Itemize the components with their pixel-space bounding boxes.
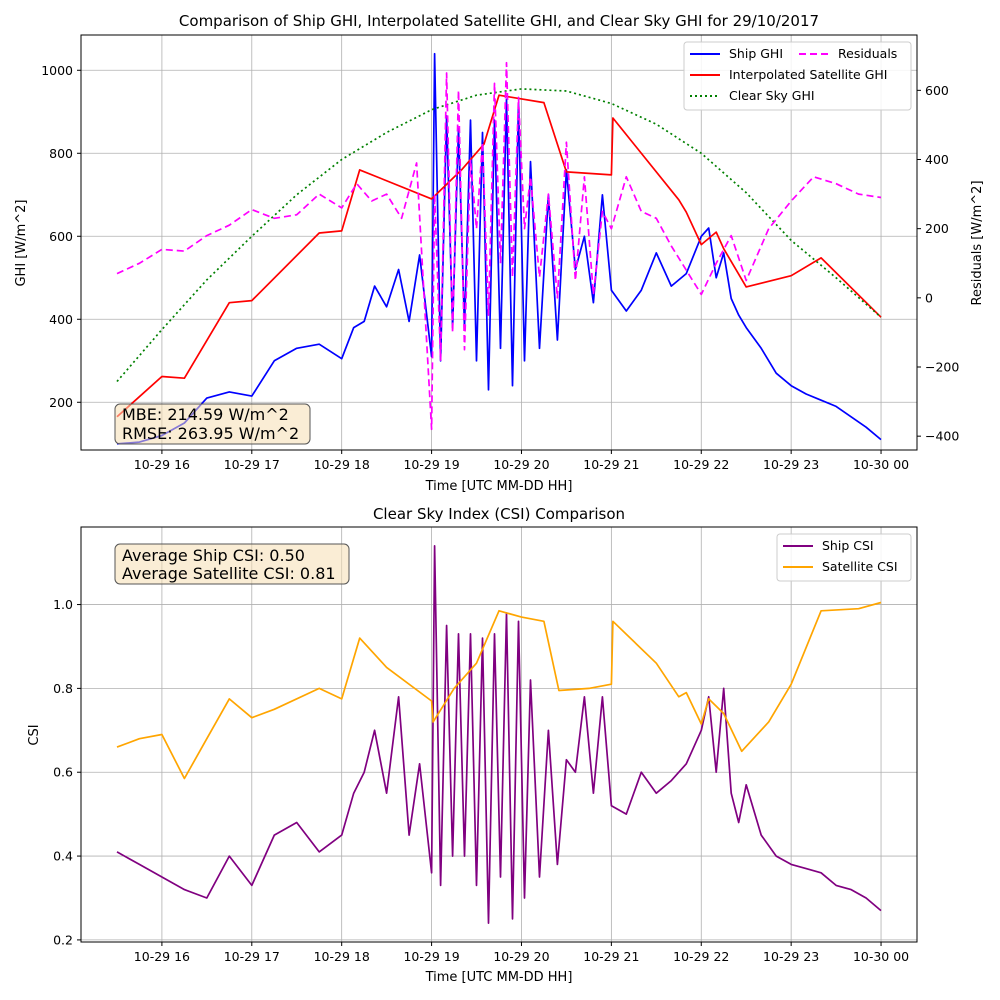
x-tick-label-10-29-22: 10-29 22 — [673, 949, 729, 964]
ghi-x-axis-label: Time [UTC MM-DD HH] — [425, 479, 573, 494]
x-tick-label-10-29-18: 10-29 18 — [314, 949, 370, 964]
residuals-y-axis-label: Residuals [W/m^2] — [970, 180, 985, 305]
csi-average-box: Average Ship CSI: 0.50 Average Satellite… — [114, 543, 350, 585]
csi-chart-title: Clear Sky Index (CSI) Comparison — [373, 505, 625, 523]
residuals-y-ticks: −400 −200 0 200 400 600 — [917, 83, 959, 444]
y-tick-label-400: 400 — [49, 312, 73, 327]
y2-tick-label-400: 400 — [925, 152, 949, 167]
x-tick-label-10-29-22: 10-29 22 — [673, 457, 729, 472]
x-tick-label-10-29-20: 10-29 20 — [493, 457, 549, 472]
csi-comparison-panel: Clear Sky Index (CSI) Comparison 10-29 1… — [27, 505, 918, 985]
ghi-axes-frame — [80, 34, 918, 451]
series-line-ship-csi — [116, 545, 882, 924]
x-tick-label-10-29-19: 10-29 19 — [403, 457, 459, 472]
legend-label-satellite-ghi: Interpolated Satellite GHI — [729, 67, 888, 82]
csi-legend: Ship CSI Satellite CSI — [776, 533, 912, 582]
x-tick-label-10-30-00: 10-30 00 — [853, 457, 909, 472]
x-tick-label-10-29-19: 10-29 19 — [403, 949, 459, 964]
ghi-y-axis-label: GHI [W/m^2] — [14, 199, 29, 286]
ghi-x-ticks: 10-29 16 10-29 17 10-29 18 10-29 19 10-29 20… — [134, 450, 909, 472]
error-stats-box-frame — [114, 403, 311, 445]
y-tick-label-0-2: 0.2 — [53, 932, 73, 947]
y-tick-label-0-4: 0.4 — [53, 849, 73, 864]
y2-tick-label-200: 200 — [925, 221, 949, 236]
x-tick-label-10-29-21: 10-29 21 — [583, 949, 639, 964]
series-line-interpolated-satellite-ghi — [116, 94, 882, 418]
y-tick-label-800: 800 — [49, 146, 73, 161]
x-tick-label-10-29-20: 10-29 20 — [493, 949, 549, 964]
legend-label-residuals: Residuals — [838, 46, 897, 61]
y-tick-label-0-6: 0.6 — [53, 765, 73, 780]
x-tick-label-10-29-21: 10-29 21 — [583, 457, 639, 472]
x-tick-label-10-30-00: 10-30 00 — [853, 949, 909, 964]
x-tick-label-10-29-16: 10-29 16 — [134, 457, 190, 472]
x-tick-label-10-29-16: 10-29 16 — [134, 949, 190, 964]
csi-average-box-frame — [114, 543, 350, 585]
ghi-plot-lines — [116, 52, 882, 445]
x-tick-label-10-29-18: 10-29 18 — [314, 457, 370, 472]
y2-tick-label-600: 600 — [925, 83, 949, 98]
y2-tick-label-0: 0 — [925, 290, 933, 305]
mbe-text: MBE: 214.59 W/m^2 — [122, 405, 289, 424]
average-satellite-csi-text: Average Satellite CSI: 0.81 — [122, 564, 336, 583]
csi-plot-lines — [116, 545, 882, 924]
csi-y-axis-label: CSI — [27, 724, 42, 745]
ghi-chart-title: Comparison of Ship GHI, Interpolated Sat… — [179, 12, 819, 30]
y-tick-label-200: 200 — [49, 395, 73, 410]
legend-label-satellite-csi: Satellite CSI — [822, 559, 898, 574]
ghi-legend-frame — [683, 41, 912, 111]
ghi-y-ticks: 200 400 600 800 1000 — [41, 63, 81, 410]
y-tick-label-1000: 1000 — [41, 63, 73, 78]
series-line-satellite-csi — [116, 601, 882, 780]
legend-label-ship-ghi: Ship GHI — [729, 46, 783, 61]
x-tick-label-10-29-23: 10-29 23 — [763, 457, 819, 472]
legend-label-ship-csi: Ship CSI — [822, 538, 874, 553]
y-tick-label-600: 600 — [49, 229, 73, 244]
y-tick-label-0-8: 0.8 — [53, 681, 73, 696]
csi-x-ticks: 10-29 16 10-29 17 10-29 18 10-29 19 10-29 20… — [134, 942, 909, 964]
legend-label-clear-sky-ghi: Clear Sky GHI — [729, 88, 815, 103]
x-tick-label-10-29-17: 10-29 17 — [224, 457, 280, 472]
y2-tick-label-200: −200 — [925, 360, 959, 375]
series-line-ship-ghi — [116, 52, 882, 445]
y-tick-label-1-0: 1.0 — [53, 597, 73, 612]
csi-y-ticks: 0.2 0.4 0.6 0.8 1.0 — [53, 597, 81, 947]
csi-axes-frame — [80, 526, 918, 943]
ghi-legend: Ship GHI Residuals Interpolated Satellit… — [683, 41, 912, 111]
x-tick-label-10-29-23: 10-29 23 — [763, 949, 819, 964]
rmse-text: RMSE: 263.95 W/m^2 — [122, 424, 299, 443]
csi-x-axis-label: Time [UTC MM-DD HH] — [425, 970, 573, 985]
average-ship-csi-text: Average Ship CSI: 0.50 — [122, 546, 305, 565]
x-tick-label-10-29-17: 10-29 17 — [224, 949, 280, 964]
y2-tick-label-400: −400 — [925, 429, 959, 444]
error-stats-box: MBE: 214.59 W/m^2 RMSE: 263.95 W/m^2 — [114, 403, 311, 445]
ghi-comparison-panel: Comparison of Ship GHI, Interpolated Sat… — [14, 12, 985, 494]
series-line-residuals — [116, 61, 882, 431]
